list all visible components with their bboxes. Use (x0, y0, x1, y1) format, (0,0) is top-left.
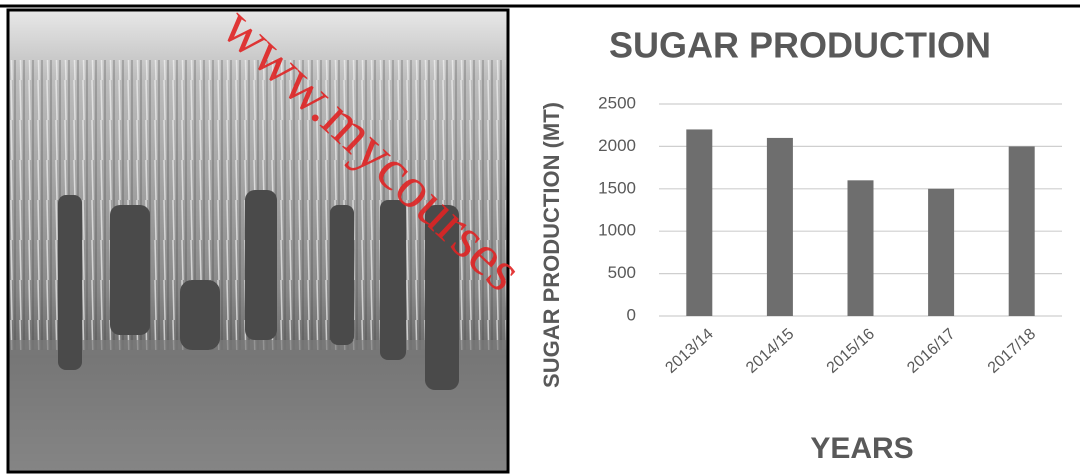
bar (928, 188, 955, 316)
y-axis-label: SUGAR PRODUCTION (MT) (539, 102, 564, 388)
plot: 0 500 1000 1500 2000 2500 2013/14 2014/15 2015/1… (598, 93, 1062, 377)
x-tick-label: 2014/15 (743, 325, 797, 376)
bar (766, 137, 793, 316)
y-tick-label: 500 (608, 263, 636, 282)
x-tick-label: 2013/14 (662, 325, 716, 376)
x-tick-label: 2017/18 (985, 325, 1039, 376)
bar (1008, 146, 1035, 316)
x-tick-label: 2016/17 (904, 325, 958, 376)
photo (6, 8, 510, 474)
y-tick-label: 2000 (598, 136, 636, 155)
y-tick-label: 2500 (598, 93, 636, 112)
y-tick-label: 0 (627, 305, 636, 324)
bar (847, 180, 874, 316)
y-tick-label: 1000 (598, 221, 636, 240)
chart-title: SUGAR PRODUCTION (609, 25, 991, 66)
y-tick-label: 1500 (598, 178, 636, 197)
bar (686, 129, 713, 316)
x-tick-label: 2015/16 (824, 325, 878, 376)
x-axis-label: YEARS (810, 432, 913, 465)
